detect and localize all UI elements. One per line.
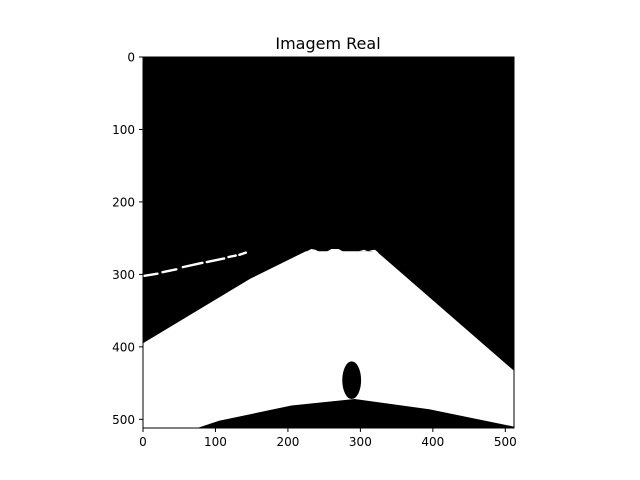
x-tick-label-0: 0 [139,435,147,449]
y-tick-label-400: 400 [112,340,135,354]
lane-marking-4 [229,256,236,257]
image-area [143,57,514,428]
y-tick-label-500: 500 [112,413,135,427]
y-axis: 0 100 200 300 400 500 [112,51,143,427]
x-axis: 0 100 200 300 400 500 [139,428,517,449]
chart-title: Imagem Real [275,34,380,53]
x-tick-label-200: 200 [276,435,299,449]
y-tick-label-100: 100 [112,123,135,137]
x-tick-label-500: 500 [494,435,517,449]
x-tick-label-100: 100 [204,435,227,449]
x-tick-label-300: 300 [349,435,372,449]
y-tick-label-0: 0 [127,51,135,65]
y-tick-label-200: 200 [112,195,135,209]
y-tick-label-300: 300 [112,268,135,282]
obstacle-blob [342,361,361,399]
x-tick-label-400: 400 [421,435,444,449]
